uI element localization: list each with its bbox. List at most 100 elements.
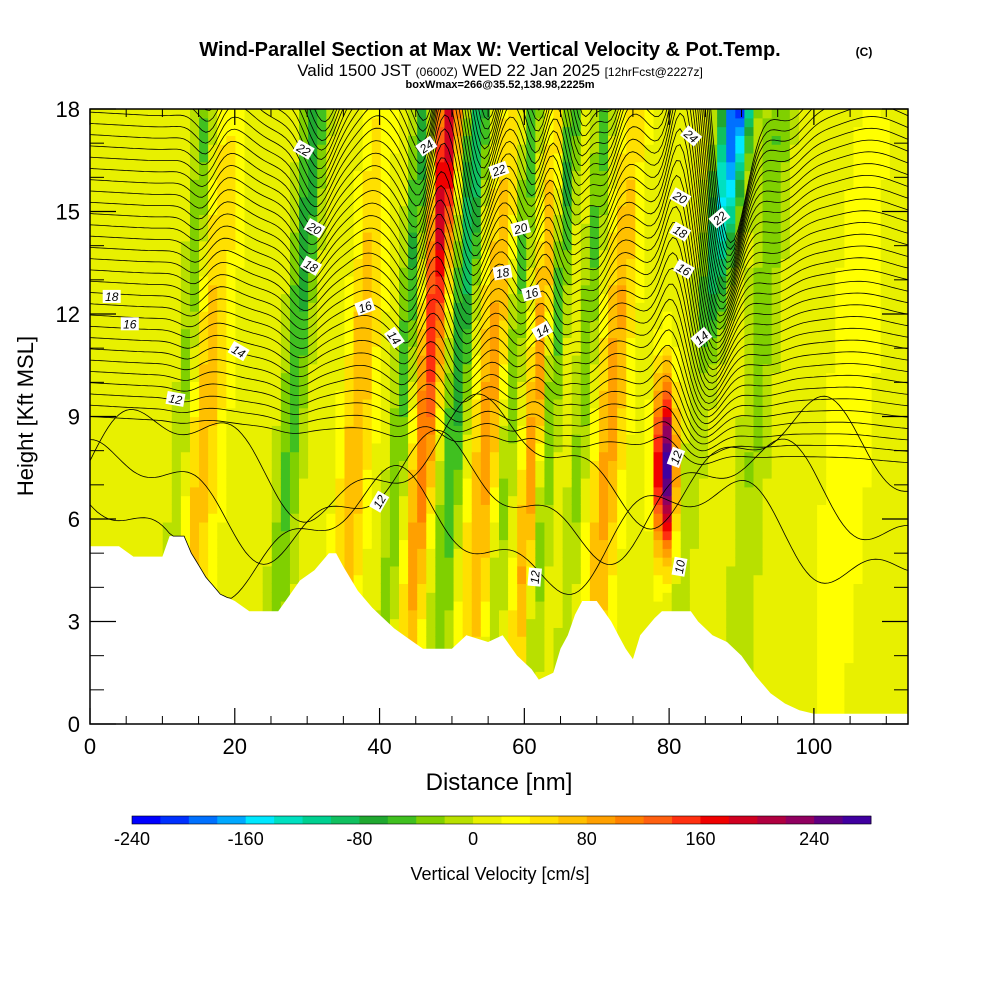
velocity-cell bbox=[108, 539, 118, 549]
velocity-cell bbox=[299, 565, 309, 576]
velocity-cell bbox=[698, 486, 709, 497]
velocity-cell bbox=[671, 574, 682, 585]
velocity-cell bbox=[380, 521, 391, 532]
velocity-cell bbox=[189, 267, 200, 277]
velocity-cell bbox=[280, 425, 291, 435]
velocity-cell bbox=[662, 460, 673, 470]
velocity-cell bbox=[226, 530, 237, 541]
velocity-cell bbox=[280, 372, 291, 382]
velocity-cell bbox=[399, 152, 409, 163]
velocity-cell bbox=[708, 504, 718, 514]
velocity-cell bbox=[635, 161, 646, 172]
velocity-cell bbox=[389, 363, 400, 374]
velocity-cell bbox=[517, 460, 527, 470]
velocity-cell bbox=[426, 126, 436, 136]
velocity-cell bbox=[617, 618, 627, 628]
velocity-cell bbox=[408, 117, 418, 128]
velocity-cell bbox=[435, 109, 446, 119]
velocity-cell bbox=[689, 460, 700, 470]
velocity-cell bbox=[553, 539, 564, 549]
velocity-cell bbox=[553, 319, 564, 330]
velocity-cell bbox=[317, 328, 327, 339]
velocity-cell bbox=[698, 460, 709, 470]
velocity-cell bbox=[462, 258, 473, 268]
velocity-cell bbox=[299, 249, 309, 259]
velocity-cell bbox=[389, 214, 400, 224]
velocity-cell bbox=[662, 583, 673, 593]
velocity-cell bbox=[553, 530, 564, 541]
velocity-cell bbox=[644, 539, 655, 549]
velocity-cell bbox=[717, 521, 727, 532]
velocity-cell bbox=[380, 188, 391, 198]
velocity-cell bbox=[389, 319, 400, 330]
velocity-cell bbox=[708, 460, 718, 470]
velocity-cell bbox=[553, 293, 564, 303]
velocity-cell bbox=[189, 126, 200, 136]
velocity-cell bbox=[444, 302, 455, 312]
velocity-cell bbox=[444, 170, 455, 180]
velocity-cell bbox=[562, 478, 573, 488]
velocity-cell bbox=[426, 416, 436, 426]
velocity-cell bbox=[489, 592, 500, 602]
velocity-cell bbox=[608, 504, 618, 514]
velocity-cell bbox=[371, 574, 382, 585]
velocity-cell bbox=[389, 144, 400, 154]
velocity-cell bbox=[689, 293, 700, 303]
velocity-cell bbox=[171, 196, 182, 207]
velocity-cell bbox=[362, 521, 373, 532]
velocity-cell bbox=[726, 179, 736, 189]
velocity-cell bbox=[508, 486, 518, 497]
velocity-cell bbox=[144, 478, 155, 488]
velocity-cell bbox=[317, 179, 327, 189]
velocity-cell bbox=[226, 478, 237, 488]
velocity-cell bbox=[153, 126, 164, 136]
velocity-cell bbox=[99, 407, 109, 418]
velocity-cell bbox=[508, 311, 518, 321]
velocity-cell bbox=[671, 416, 682, 426]
velocity-cell bbox=[399, 469, 409, 479]
velocity-cell bbox=[135, 152, 146, 163]
velocity-cell bbox=[435, 152, 446, 163]
velocity-cell bbox=[626, 530, 636, 541]
velocity-cell bbox=[217, 407, 227, 418]
velocity-cell bbox=[589, 381, 600, 391]
velocity-cell bbox=[426, 117, 436, 128]
velocity-cell bbox=[508, 627, 518, 637]
velocity-cell bbox=[126, 126, 137, 136]
velocity-cell bbox=[335, 258, 346, 268]
velocity-cell bbox=[117, 469, 127, 479]
velocity-cell bbox=[189, 179, 200, 189]
velocity-cell bbox=[353, 293, 364, 303]
velocity-cell bbox=[335, 478, 346, 488]
velocity-cell bbox=[517, 390, 527, 400]
velocity-cell bbox=[280, 478, 291, 488]
velocity-cell bbox=[453, 504, 464, 514]
velocity-cell bbox=[435, 126, 446, 136]
velocity-cell bbox=[698, 355, 709, 365]
velocity-cell bbox=[489, 504, 500, 514]
velocity-cell bbox=[244, 117, 255, 128]
velocity-cell bbox=[626, 486, 636, 497]
velocity-cell bbox=[162, 311, 173, 321]
velocity-cell bbox=[135, 319, 146, 330]
velocity-cell bbox=[362, 328, 373, 339]
velocity-cell bbox=[508, 328, 518, 339]
velocity-cell bbox=[380, 478, 391, 488]
velocity-cell bbox=[326, 240, 336, 251]
velocity-cell bbox=[426, 293, 436, 303]
velocity-cell bbox=[317, 293, 327, 303]
velocity-cell bbox=[671, 442, 682, 453]
velocity-cell bbox=[189, 311, 200, 321]
velocity-cell bbox=[589, 574, 600, 585]
velocity-cell bbox=[508, 398, 518, 409]
velocity-cell bbox=[326, 363, 336, 374]
velocity-cell bbox=[598, 381, 609, 391]
velocity-cell bbox=[553, 425, 564, 435]
velocity-cell bbox=[235, 258, 246, 268]
velocity-cell bbox=[717, 249, 727, 259]
velocity-cell bbox=[108, 363, 118, 374]
velocity-cell bbox=[526, 390, 536, 400]
velocity-cell bbox=[271, 372, 282, 382]
velocity-cell bbox=[99, 451, 109, 462]
velocity-cell bbox=[408, 557, 418, 567]
